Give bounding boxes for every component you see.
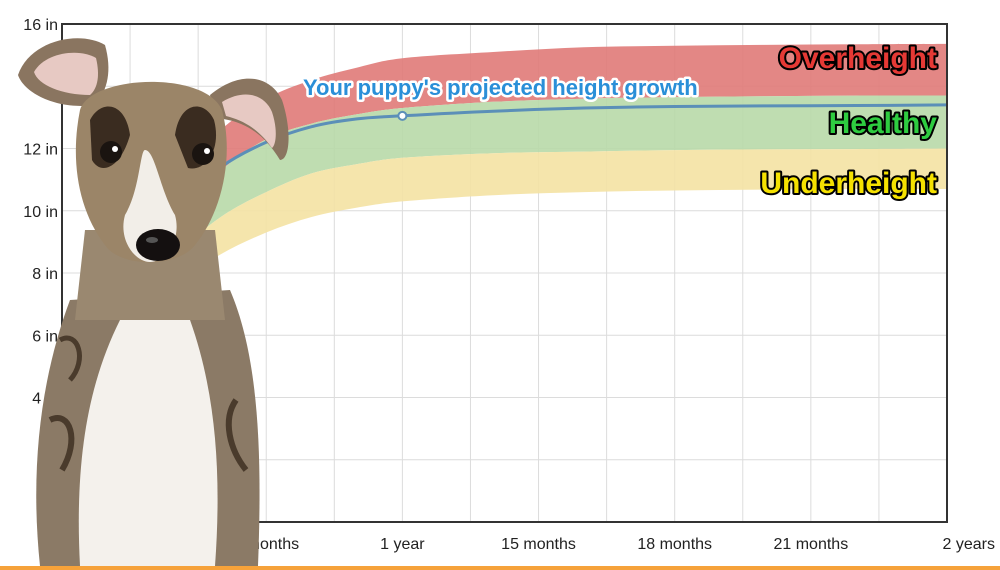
bottom-accent-bar (0, 566, 1000, 570)
puppy-photo (18, 38, 289, 566)
bands (130, 43, 948, 326)
y-tick-label: 16 in (23, 17, 58, 34)
y-tick-label: 10 in (23, 204, 58, 221)
puppy-eye-highlight (112, 146, 118, 152)
puppy-chest (78, 320, 218, 566)
projection-marker (397, 110, 408, 121)
y-tick-label: 12 in (23, 142, 58, 159)
puppy-stripe (225, 398, 249, 472)
puppy-eye-highlight (204, 148, 210, 154)
puppy-left-ear-inner (34, 52, 98, 95)
x-tick-label: 21 months (773, 536, 848, 553)
x-tick-label: 2 years (943, 536, 995, 553)
y-tick-label: 8 in (32, 266, 58, 283)
band-label-underheight: Underheight (760, 167, 937, 200)
band-label-overheight: Overheight (779, 42, 937, 75)
puppy-left-eye (100, 141, 122, 163)
band-overheight (130, 43, 948, 274)
puppy-stripe (58, 335, 82, 382)
plot-border (61, 23, 948, 523)
x-tick-label: 15 months (501, 536, 576, 553)
puppy-stripe (48, 415, 75, 472)
puppy-right-ear-inner (222, 94, 276, 148)
band-healthy (130, 95, 948, 301)
projection-label: Your puppy's projected height growth (303, 75, 698, 100)
puppy-right-eye (192, 143, 214, 165)
x-tick-label: 18 months (637, 536, 712, 553)
band-underheight (130, 148, 948, 326)
puppy-nose (136, 229, 180, 261)
band-label-healthy: Healthy (829, 107, 938, 140)
band-labels: Overheight Healthy Underheight (758, 40, 939, 202)
y-tick-label: 6 in (32, 328, 58, 345)
x-tick-label: 1 year (380, 536, 425, 553)
puppy-nose-highlight (146, 237, 158, 243)
